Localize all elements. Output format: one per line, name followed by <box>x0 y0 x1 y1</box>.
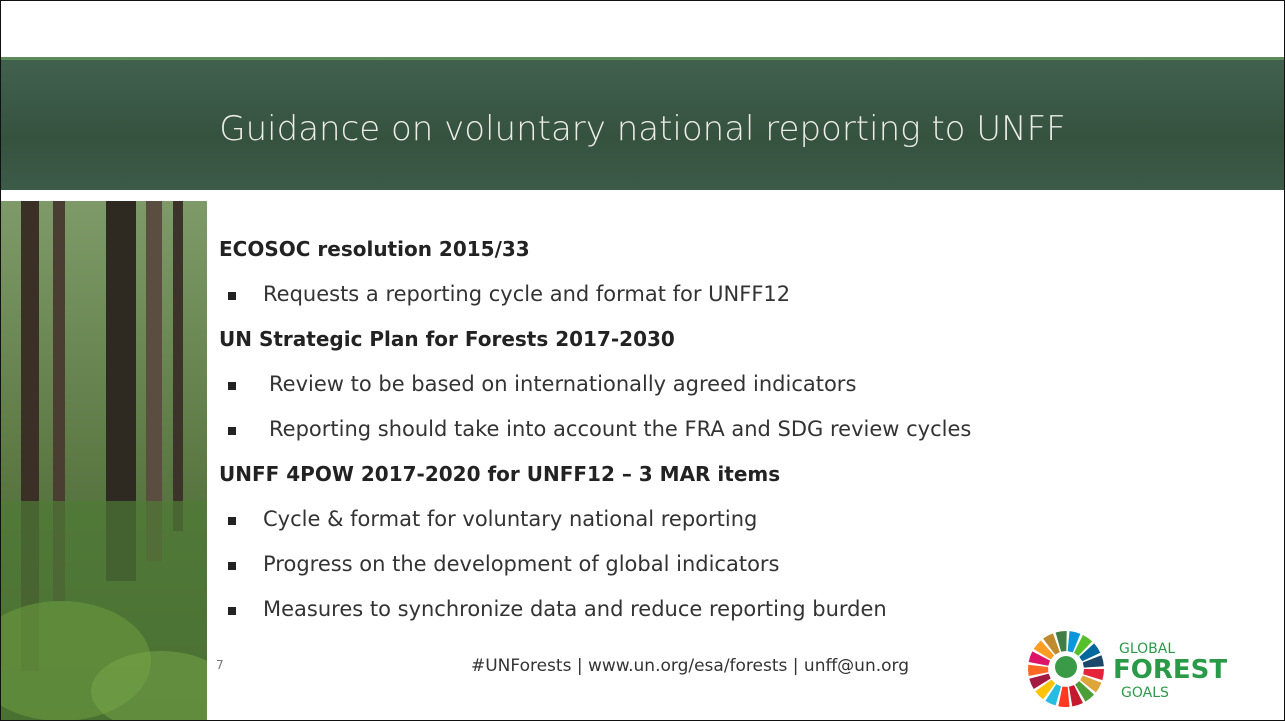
section-heading: UNFF 4POW 2017-2020 for UNFF12 – 3 MAR i… <box>219 462 780 486</box>
bullet-marker <box>228 517 236 525</box>
bullet-marker <box>228 292 236 300</box>
logo-line2: FOREST <box>1113 655 1227 685</box>
bullet-text: Reporting should take into account the F… <box>269 417 971 441</box>
logo-line3: GOALS <box>1121 685 1169 701</box>
logo-segment <box>1028 665 1048 676</box>
section-heading: ECOSOC resolution 2015/33 <box>219 237 530 261</box>
bullet-text: Measures to synchronize data and reduce … <box>263 597 887 621</box>
section-heading: UN Strategic Plan for Forests 2017-2030 <box>219 327 675 351</box>
bullet-marker <box>228 382 236 390</box>
bullet-marker <box>228 607 236 615</box>
bullet-marker <box>228 427 236 435</box>
bullet-marker <box>228 562 236 570</box>
slide-title: Guidance on voluntary national reporting… <box>1 109 1284 149</box>
footer-contact: #UNForests | www.un.org/esa/forests | un… <box>471 656 909 676</box>
bullet-text: Review to be based on internationally ag… <box>269 372 856 396</box>
forest-image <box>1 201 207 721</box>
bullet-text: Progress on the development of global in… <box>263 552 780 576</box>
page-number: 7 <box>216 658 224 672</box>
logo-wheel <box>1026 629 1106 709</box>
bullet-text: Cycle & format for voluntary national re… <box>263 507 757 531</box>
logo-tree <box>1055 656 1077 678</box>
slide: Guidance on voluntary national reporting… <box>0 0 1285 721</box>
bullet-text: Requests a reporting cycle and format fo… <box>263 282 790 306</box>
